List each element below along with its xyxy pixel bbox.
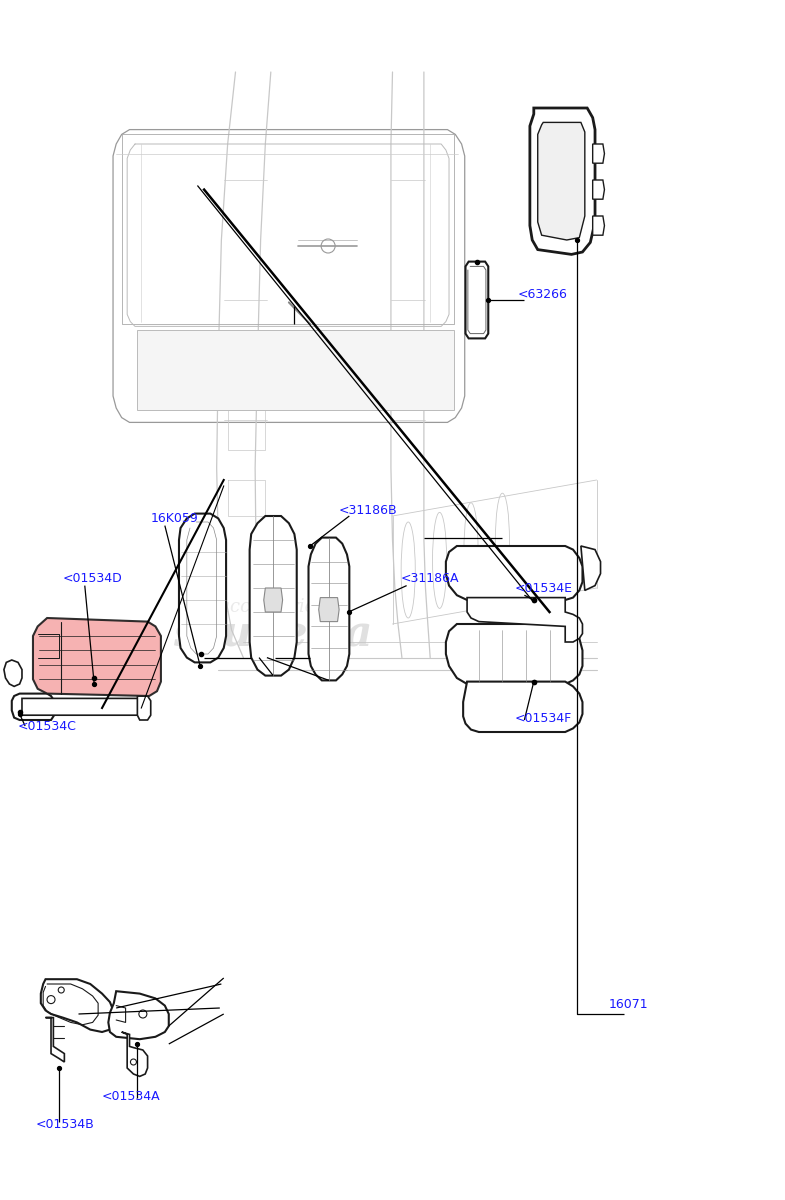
Text: 16K059: 16K059 (151, 512, 199, 526)
Polygon shape (538, 122, 585, 240)
Text: <01534E: <01534E (514, 582, 572, 594)
Polygon shape (46, 1018, 64, 1062)
Polygon shape (446, 624, 582, 684)
Polygon shape (467, 598, 582, 642)
Polygon shape (264, 588, 283, 612)
Text: <01534F: <01534F (514, 713, 571, 725)
Text: <31186B: <31186B (339, 504, 398, 516)
Polygon shape (581, 546, 601, 590)
Polygon shape (593, 180, 604, 199)
Text: <01534A: <01534A (102, 1091, 161, 1104)
Polygon shape (108, 991, 169, 1039)
Polygon shape (530, 108, 595, 254)
Polygon shape (446, 546, 582, 600)
Text: scuderia: scuderia (173, 612, 372, 655)
Polygon shape (309, 538, 349, 680)
Text: <01534D: <01534D (63, 572, 122, 584)
Text: <31186A: <31186A (400, 572, 459, 584)
Polygon shape (122, 1032, 148, 1076)
Polygon shape (593, 216, 604, 235)
Polygon shape (137, 696, 151, 720)
Polygon shape (33, 618, 161, 696)
Polygon shape (4, 660, 22, 686)
Text: <01534C: <01534C (17, 720, 76, 732)
Polygon shape (12, 694, 55, 720)
Polygon shape (250, 516, 297, 676)
Text: car accessories: car accessories (184, 598, 325, 616)
Text: <01534B: <01534B (35, 1118, 94, 1130)
Text: 16071: 16071 (608, 998, 648, 1010)
Polygon shape (319, 598, 339, 622)
Polygon shape (137, 330, 454, 410)
Text: <63266: <63266 (518, 288, 568, 300)
Polygon shape (179, 514, 226, 662)
Polygon shape (41, 979, 114, 1032)
Polygon shape (466, 262, 488, 338)
Polygon shape (463, 682, 582, 732)
Polygon shape (593, 144, 604, 163)
Polygon shape (22, 698, 140, 715)
Polygon shape (113, 130, 465, 422)
